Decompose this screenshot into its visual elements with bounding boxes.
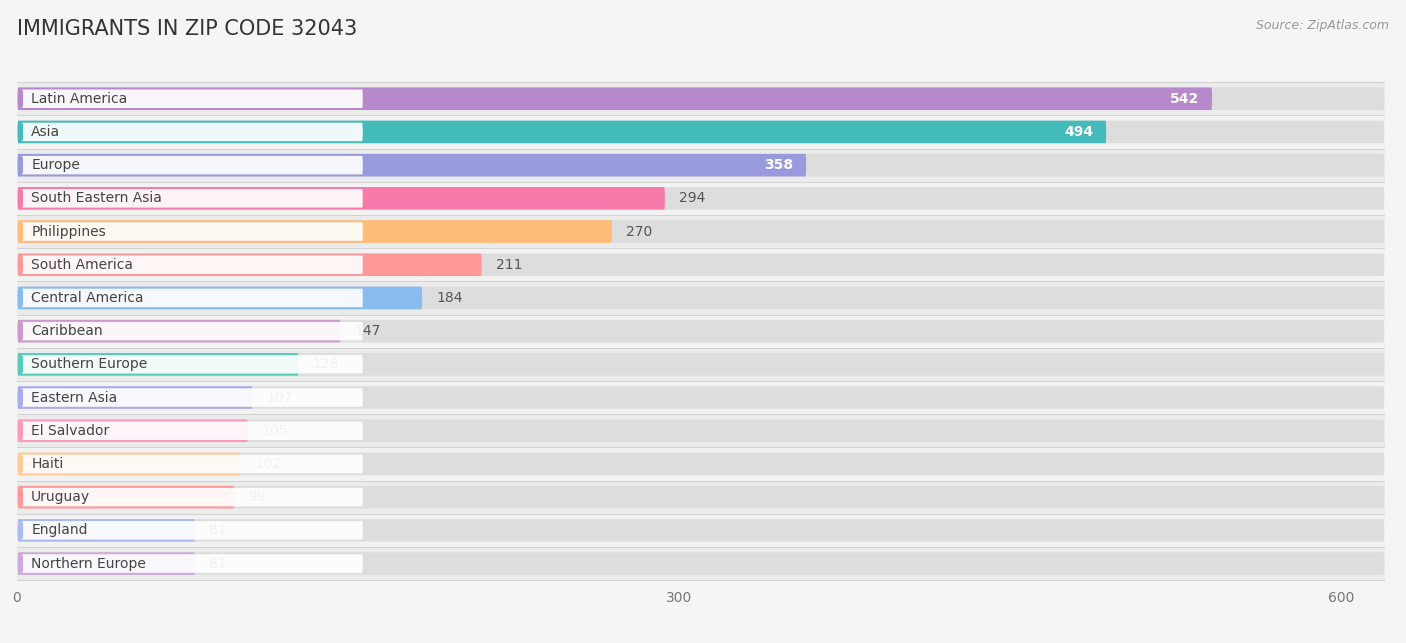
Text: 294: 294 — [679, 192, 706, 205]
FancyBboxPatch shape — [22, 222, 363, 240]
FancyBboxPatch shape — [18, 121, 1107, 143]
FancyBboxPatch shape — [18, 419, 1384, 442]
FancyBboxPatch shape — [22, 255, 363, 274]
FancyBboxPatch shape — [18, 287, 1384, 309]
Text: 99: 99 — [249, 490, 266, 504]
FancyBboxPatch shape — [22, 322, 363, 340]
FancyBboxPatch shape — [22, 89, 363, 108]
FancyBboxPatch shape — [18, 87, 1384, 110]
Bar — [17, 547, 1385, 580]
Bar — [17, 115, 1385, 149]
Bar — [17, 448, 1385, 480]
Text: Philippines: Philippines — [31, 224, 105, 239]
Text: Latin America: Latin America — [31, 92, 128, 105]
FancyBboxPatch shape — [18, 453, 1384, 475]
FancyBboxPatch shape — [18, 552, 195, 575]
Text: 107: 107 — [266, 390, 292, 404]
FancyBboxPatch shape — [18, 320, 1384, 343]
FancyBboxPatch shape — [18, 419, 247, 442]
Text: Source: ZipAtlas.com: Source: ZipAtlas.com — [1256, 19, 1389, 32]
Text: South Eastern Asia: South Eastern Asia — [31, 192, 162, 205]
Bar — [17, 348, 1385, 381]
Text: 81: 81 — [209, 523, 226, 538]
Text: Caribbean: Caribbean — [31, 324, 103, 338]
FancyBboxPatch shape — [18, 221, 612, 243]
Bar — [17, 82, 1385, 115]
FancyBboxPatch shape — [18, 87, 1212, 110]
Text: El Salvador: El Salvador — [31, 424, 110, 438]
Bar — [17, 414, 1385, 448]
Text: Central America: Central America — [31, 291, 143, 305]
FancyBboxPatch shape — [18, 187, 665, 210]
Bar — [17, 215, 1385, 248]
FancyBboxPatch shape — [18, 154, 806, 176]
FancyBboxPatch shape — [18, 154, 1384, 176]
Text: 147: 147 — [354, 324, 381, 338]
FancyBboxPatch shape — [22, 156, 363, 174]
FancyBboxPatch shape — [18, 519, 195, 541]
FancyBboxPatch shape — [18, 320, 340, 343]
Bar — [17, 514, 1385, 547]
Text: England: England — [31, 523, 87, 538]
Text: Uruguay: Uruguay — [31, 490, 90, 504]
Text: 494: 494 — [1064, 125, 1094, 139]
FancyBboxPatch shape — [22, 388, 363, 407]
FancyBboxPatch shape — [18, 287, 422, 309]
FancyBboxPatch shape — [18, 187, 1384, 210]
FancyBboxPatch shape — [18, 519, 1384, 541]
FancyBboxPatch shape — [18, 486, 1384, 509]
Text: Southern Europe: Southern Europe — [31, 358, 148, 372]
FancyBboxPatch shape — [22, 355, 363, 374]
FancyBboxPatch shape — [18, 453, 242, 475]
Text: 270: 270 — [626, 224, 652, 239]
Text: Asia: Asia — [31, 125, 60, 139]
Text: IMMIGRANTS IN ZIP CODE 32043: IMMIGRANTS IN ZIP CODE 32043 — [17, 19, 357, 39]
FancyBboxPatch shape — [18, 121, 1384, 143]
Bar — [17, 149, 1385, 182]
FancyBboxPatch shape — [18, 386, 1384, 409]
FancyBboxPatch shape — [22, 554, 363, 573]
Text: 542: 542 — [1170, 92, 1199, 105]
FancyBboxPatch shape — [18, 253, 482, 276]
Text: Eastern Asia: Eastern Asia — [31, 390, 118, 404]
Bar — [17, 480, 1385, 514]
Bar — [17, 248, 1385, 282]
Text: 81: 81 — [209, 557, 226, 570]
Bar — [17, 381, 1385, 414]
FancyBboxPatch shape — [22, 123, 363, 141]
Text: 211: 211 — [496, 258, 522, 272]
Text: Haiti: Haiti — [31, 457, 63, 471]
FancyBboxPatch shape — [22, 455, 363, 473]
Bar — [17, 282, 1385, 314]
Bar — [17, 314, 1385, 348]
FancyBboxPatch shape — [22, 521, 363, 539]
Text: 358: 358 — [765, 158, 793, 172]
FancyBboxPatch shape — [22, 189, 363, 208]
FancyBboxPatch shape — [22, 422, 363, 440]
Text: Northern Europe: Northern Europe — [31, 557, 146, 570]
Bar — [17, 182, 1385, 215]
Text: 128: 128 — [312, 358, 339, 372]
FancyBboxPatch shape — [18, 486, 235, 509]
Text: 184: 184 — [436, 291, 463, 305]
FancyBboxPatch shape — [18, 353, 1384, 376]
Text: 105: 105 — [262, 424, 288, 438]
FancyBboxPatch shape — [18, 253, 1384, 276]
FancyBboxPatch shape — [18, 552, 1384, 575]
Text: 102: 102 — [254, 457, 281, 471]
FancyBboxPatch shape — [22, 289, 363, 307]
Text: Europe: Europe — [31, 158, 80, 172]
Text: South America: South America — [31, 258, 134, 272]
FancyBboxPatch shape — [18, 221, 1384, 243]
FancyBboxPatch shape — [18, 353, 298, 376]
FancyBboxPatch shape — [18, 386, 252, 409]
FancyBboxPatch shape — [22, 488, 363, 507]
